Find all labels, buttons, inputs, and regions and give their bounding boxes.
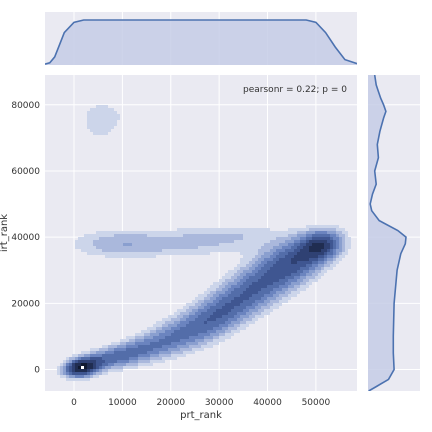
marginal-x-panel xyxy=(45,12,357,65)
y-tick-label: 40000 xyxy=(11,233,40,243)
kde-contours xyxy=(57,105,351,381)
x-tick-label: 20000 xyxy=(156,398,185,408)
x-axis-label: prt_rank xyxy=(180,410,222,421)
marginal-y-density-line xyxy=(368,75,407,391)
marginal-x-density-fill xyxy=(45,20,357,65)
y-tick-label: 0 xyxy=(34,365,40,375)
x-tick-label: 30000 xyxy=(205,398,234,408)
kde-contour-level-7 xyxy=(72,240,330,372)
x-tick-label: 0 xyxy=(71,398,77,408)
y-tick-label: 60000 xyxy=(11,167,40,177)
kde-contour-level-1 xyxy=(57,105,351,381)
kde-contour-level-6 xyxy=(69,237,333,375)
x-tick-labels: 0 10000 20000 30000 40000 50000 xyxy=(71,398,330,408)
marginal-y-panel xyxy=(368,75,420,391)
x-tick-label: 50000 xyxy=(302,398,331,408)
y-tick-labels: 0 20000 40000 60000 80000 xyxy=(11,101,40,376)
y-axis-label: irt_rank xyxy=(0,214,10,252)
kde-contour-peak xyxy=(81,366,84,369)
y-tick-label: 80000 xyxy=(11,101,40,111)
x-tick-label: 40000 xyxy=(253,398,282,408)
kde-contour-level-5 xyxy=(66,234,336,375)
pearson-annotation: pearsonr = 0.22; p = 0 xyxy=(243,85,347,95)
kde-contour-level-3 xyxy=(63,231,342,378)
y-tick-label: 20000 xyxy=(11,299,40,309)
x-tick-label: 10000 xyxy=(108,398,137,408)
marginal-x-density-line xyxy=(45,19,357,65)
joint-panel: pearsonr = 0.22; p = 0 xyxy=(45,75,357,391)
